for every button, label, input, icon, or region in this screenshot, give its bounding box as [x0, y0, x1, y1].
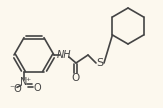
Text: N: N — [20, 77, 28, 87]
Text: ⁻O: ⁻O — [9, 84, 22, 94]
Text: NH: NH — [57, 50, 71, 60]
Text: +: + — [25, 77, 31, 82]
Text: O: O — [72, 73, 80, 83]
Text: S: S — [96, 58, 104, 68]
Text: O: O — [33, 83, 41, 93]
